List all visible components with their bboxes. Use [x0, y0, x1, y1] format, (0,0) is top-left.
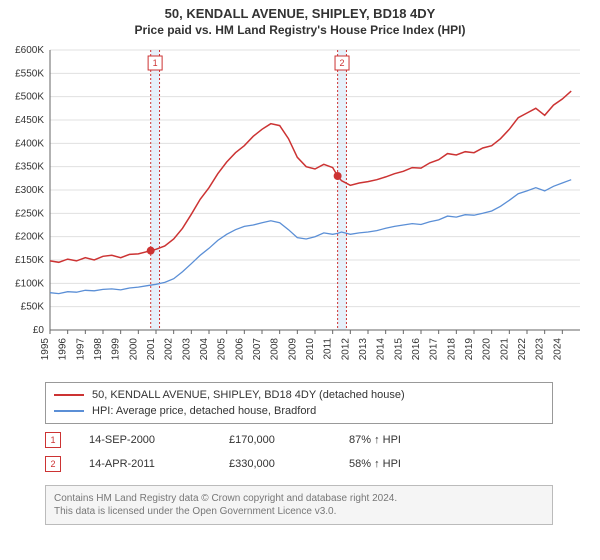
svg-text:2005: 2005	[217, 338, 228, 361]
sale-date: 14-SEP-2000	[89, 434, 229, 446]
svg-text:2002: 2002	[164, 338, 175, 361]
svg-text:2015: 2015	[393, 338, 404, 361]
svg-text:£450K: £450K	[15, 115, 44, 126]
legend-label: 50, KENDALL AVENUE, SHIPLEY, BD18 4DY (d…	[92, 389, 405, 401]
footer-line: This data is licensed under the Open Gov…	[54, 505, 544, 518]
svg-text:2020: 2020	[482, 338, 493, 361]
svg-text:£100K: £100K	[15, 278, 44, 289]
page-title: 50, KENDALL AVENUE, SHIPLEY, BD18 4DY	[0, 0, 600, 21]
svg-text:£400K: £400K	[15, 138, 44, 149]
svg-text:2021: 2021	[499, 338, 510, 361]
sale-price: £170,000	[229, 434, 349, 446]
svg-text:2018: 2018	[446, 338, 457, 361]
svg-text:2004: 2004	[199, 338, 210, 361]
page-subtitle: Price paid vs. HM Land Registry's House …	[0, 21, 600, 37]
svg-text:2: 2	[340, 58, 345, 68]
svg-text:2016: 2016	[411, 338, 422, 361]
svg-text:2010: 2010	[305, 338, 316, 361]
sale-price: £330,000	[229, 458, 349, 470]
sale-index-badge: 2	[45, 456, 61, 472]
svg-text:£500K: £500K	[15, 92, 44, 103]
sale-row: 2 14-APR-2011 £330,000 58% ↑ HPI	[45, 452, 553, 476]
price-chart: £0 £50K £100K £150K £200K £250K £300K £350K £400…	[0, 40, 600, 380]
svg-text:1: 1	[153, 58, 158, 68]
svg-text:1997: 1997	[75, 338, 86, 361]
svg-text:£600K: £600K	[15, 45, 44, 56]
legend-item: 50, KENDALL AVENUE, SHIPLEY, BD18 4DY (d…	[54, 387, 544, 403]
svg-text:2007: 2007	[252, 338, 263, 361]
svg-text:2023: 2023	[535, 338, 546, 361]
sales-table: 1 14-SEP-2000 £170,000 87% ↑ HPI 2 14-AP…	[45, 428, 553, 476]
sale-hpi: 87% ↑ HPI	[349, 434, 553, 446]
sale-hpi: 58% ↑ HPI	[349, 458, 553, 470]
svg-text:2006: 2006	[234, 338, 245, 361]
svg-text:2000: 2000	[128, 338, 139, 361]
svg-text:2024: 2024	[552, 338, 563, 361]
svg-text:2013: 2013	[358, 338, 369, 361]
svg-text:2017: 2017	[429, 338, 440, 361]
footer-licence: Contains HM Land Registry data © Crown c…	[45, 485, 553, 525]
svg-text:2019: 2019	[464, 338, 475, 361]
legend: 50, KENDALL AVENUE, SHIPLEY, BD18 4DY (d…	[45, 382, 553, 424]
svg-text:2012: 2012	[340, 338, 351, 361]
legend-label: HPI: Average price, detached house, Brad…	[92, 405, 316, 417]
svg-text:£150K: £150K	[15, 255, 44, 266]
svg-text:£250K: £250K	[15, 208, 44, 219]
legend-swatch	[54, 410, 84, 412]
sale-index-badge: 1	[45, 432, 61, 448]
svg-text:2008: 2008	[270, 338, 281, 361]
svg-text:2011: 2011	[323, 338, 334, 360]
svg-text:2014: 2014	[376, 338, 387, 361]
svg-text:1995: 1995	[40, 338, 51, 361]
svg-text:2009: 2009	[287, 338, 298, 361]
svg-text:£50K: £50K	[21, 302, 45, 313]
svg-text:2003: 2003	[181, 338, 192, 361]
svg-text:1998: 1998	[93, 338, 104, 361]
svg-text:£350K: £350K	[15, 162, 44, 173]
sale-date: 14-APR-2011	[89, 458, 229, 470]
svg-text:£200K: £200K	[15, 232, 44, 243]
svg-text:1996: 1996	[58, 338, 69, 361]
legend-swatch	[54, 394, 84, 396]
svg-text:£300K: £300K	[15, 185, 44, 196]
svg-text:1999: 1999	[111, 338, 122, 361]
footer-line: Contains HM Land Registry data © Crown c…	[54, 492, 544, 505]
svg-text:£0: £0	[33, 325, 45, 336]
legend-item: HPI: Average price, detached house, Brad…	[54, 403, 544, 419]
chart-svg: £0 £50K £100K £150K £200K £250K £300K £350K £400…	[0, 40, 600, 380]
sale-row: 1 14-SEP-2000 £170,000 87% ↑ HPI	[45, 428, 553, 452]
svg-text:£550K: £550K	[15, 68, 44, 79]
svg-text:2022: 2022	[517, 338, 528, 361]
svg-text:2001: 2001	[146, 338, 157, 361]
